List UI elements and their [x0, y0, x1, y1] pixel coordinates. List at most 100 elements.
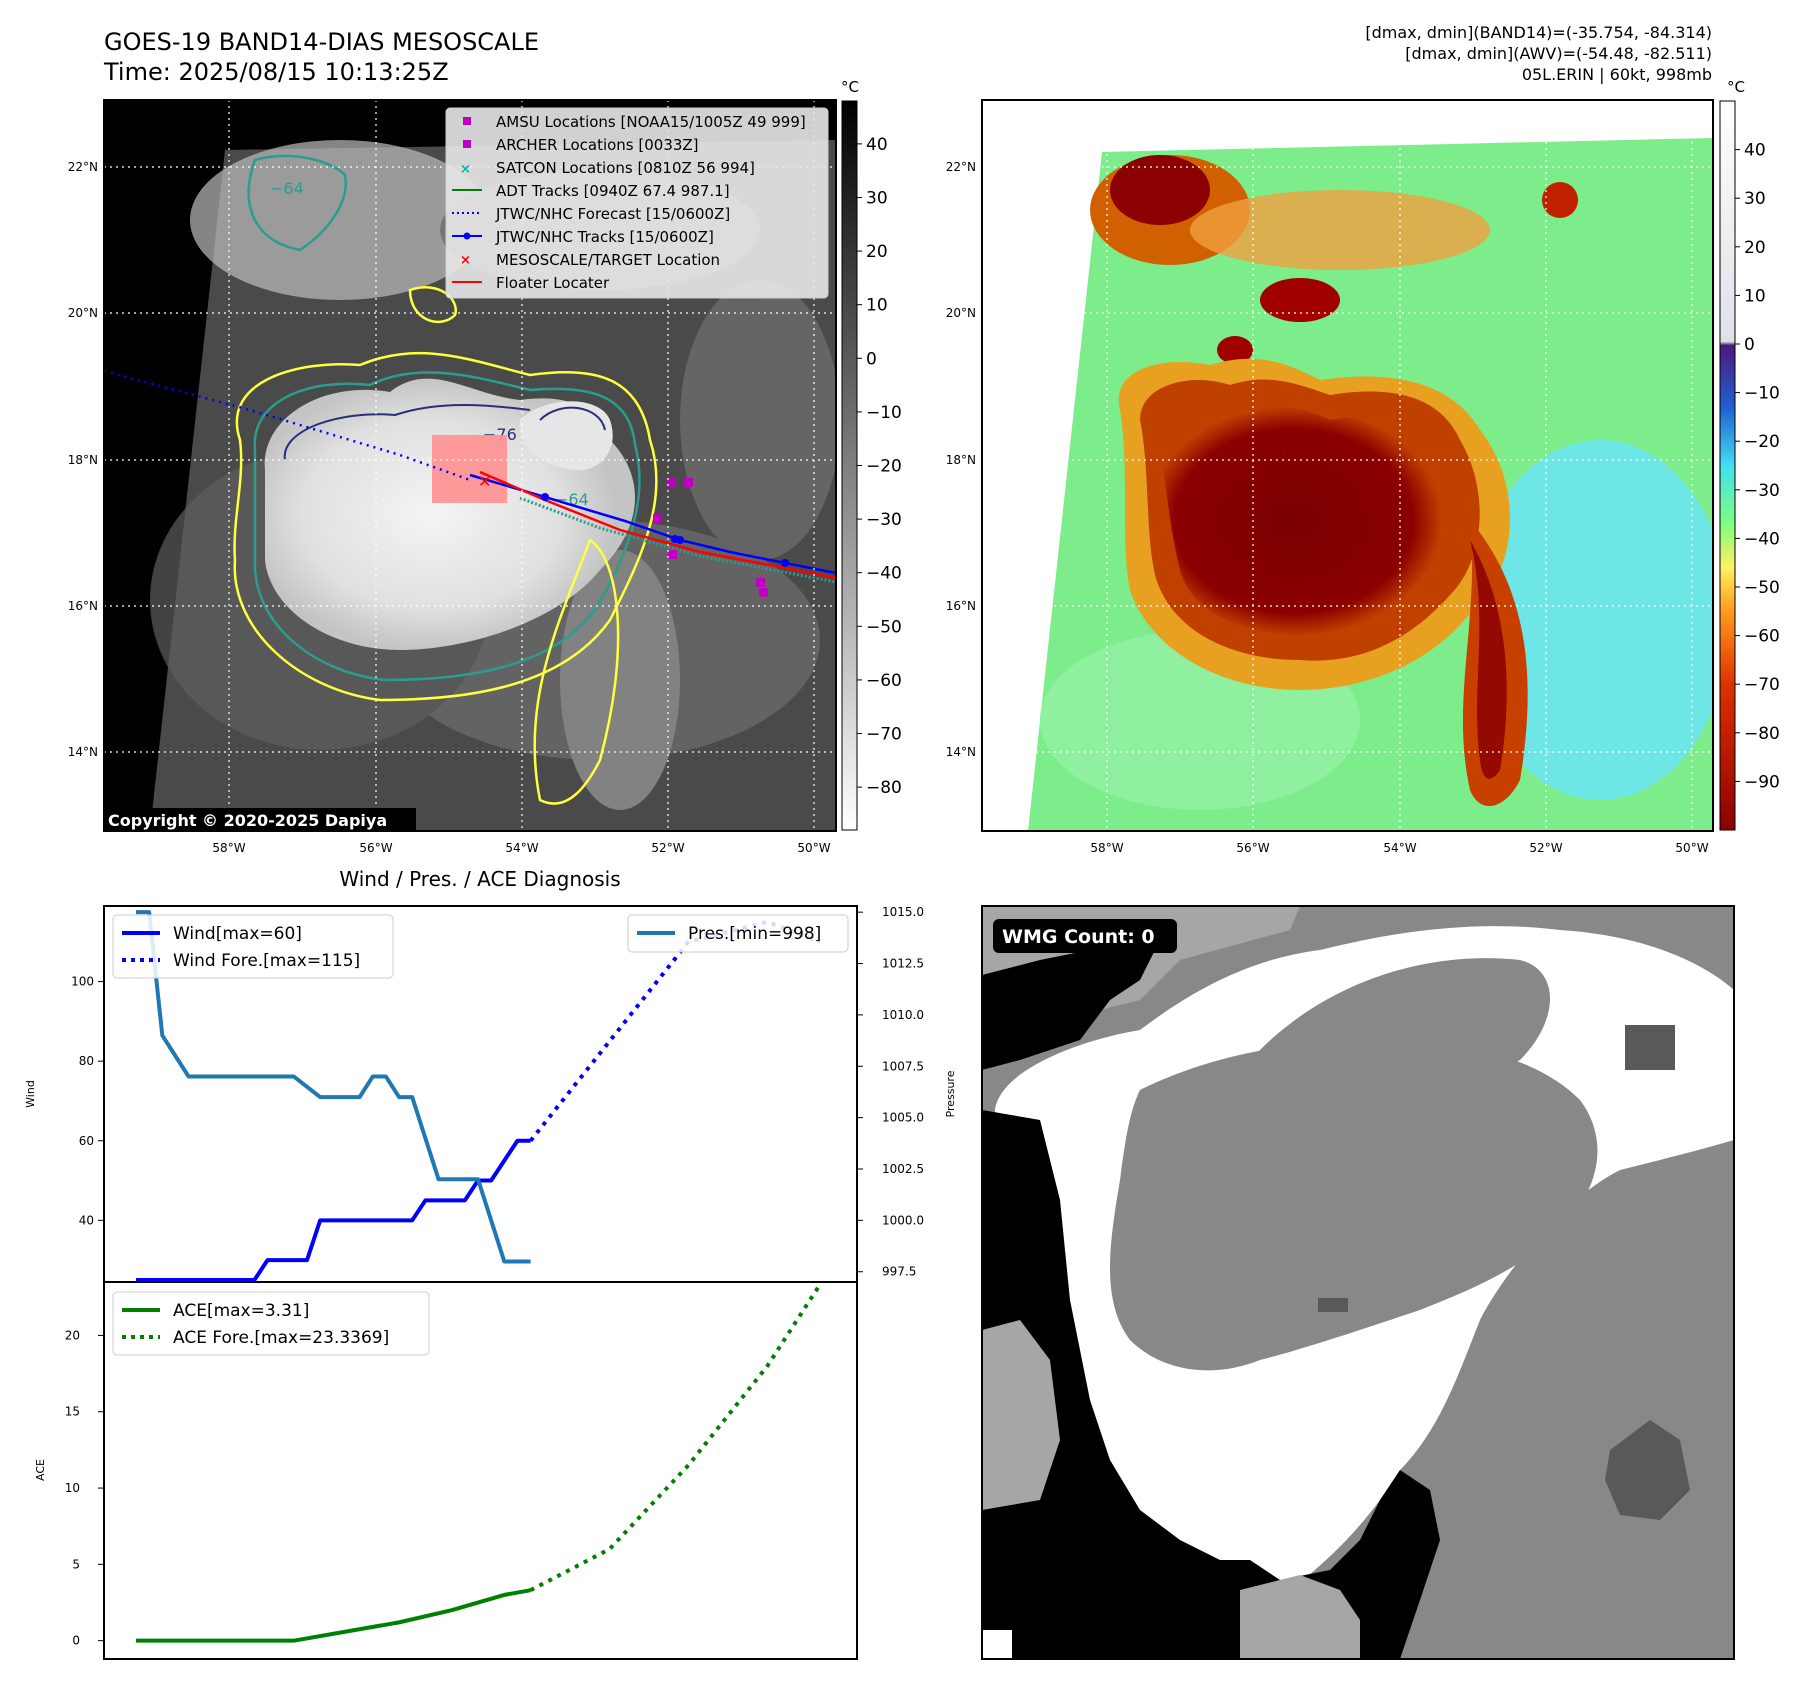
pressure-tick-label: 1000.0 — [882, 1213, 924, 1227]
wind-series-line — [136, 1138, 531, 1283]
lat-label: 22°N — [68, 160, 98, 174]
gray-colorbar: °C 40 30 20 10 0 −10 −20 −30 −40 −50 −60 −70 −80 — [841, 78, 902, 831]
legend-box — [112, 1291, 430, 1356]
wmg-panel: WMG Count: 0 — [981, 905, 1735, 1660]
figure-time: Time: 2025/08/15 10:13:25Z — [103, 58, 449, 86]
pressure-tick-label: 1007.5 — [882, 1059, 924, 1073]
colorbar-unit: °C — [841, 78, 859, 96]
colorbar-tick-label: 30 — [1744, 189, 1766, 209]
colorbar-tick-label: −50 — [1744, 578, 1780, 598]
legend-box — [445, 107, 829, 299]
legend-label: MESOSCALE/TARGET Location — [496, 251, 720, 269]
colorbar-ticks: 40 30 20 10 0 −10 −20 −30 −40 −50 −60 −70 −80 −90 — [1735, 141, 1780, 792]
info-band14-range: [dmax, dmin](BAND14)=(-35.754, -84.314) — [1365, 23, 1712, 42]
lat-label: 20°N — [68, 306, 98, 320]
lat-label: 22°N — [946, 160, 976, 174]
track-points — [541, 493, 789, 567]
colorbar-tick-label: 20 — [1744, 238, 1766, 258]
wind-tick-label: 100 — [71, 975, 94, 989]
colorbar-tick-label: −60 — [1744, 627, 1780, 647]
adt-track — [519, 496, 836, 584]
wmg-frame — [981, 905, 1735, 1660]
map-gridlines — [982, 100, 1713, 831]
square-marker-icon — [463, 140, 471, 148]
ace-tick-label: 5 — [72, 1557, 80, 1571]
ace-lines — [136, 1283, 822, 1643]
map-frame — [103, 99, 837, 832]
wmg-region-light — [1240, 1575, 1360, 1659]
wind-legend: Wind[max=60] Wind Fore.[max=115] — [112, 914, 394, 979]
legend-label: SATCON Locations [0810Z 56 994] — [496, 159, 755, 177]
lat-label: 20°N — [946, 306, 976, 320]
pressure-y-ticks: 997.5 1000.0 1002.5 1005.0 1007.5 1010.0 1012.… — [857, 905, 924, 1279]
contour-label: −64 — [270, 179, 304, 198]
colorbar-tick-label: 40 — [866, 135, 888, 155]
wmg-region-dark — [1318, 1298, 1348, 1312]
pressure-tick-label: 1005.0 — [882, 1111, 924, 1125]
wmg-region-gray — [1110, 1040, 1598, 1371]
colorbar-tick-label: −40 — [866, 564, 902, 584]
wmg-badge — [993, 919, 1177, 953]
figure-title: GOES-19 BAND14-DIAS MESOSCALE — [104, 28, 539, 56]
pressure-tick-label: 1010.0 — [882, 1008, 924, 1022]
colorbar-tick-label: 40 — [1744, 141, 1766, 161]
lat-label: 14°N — [68, 745, 98, 759]
legend-label: Wind Fore.[max=115] — [173, 951, 360, 971]
color-ir-map-panel: 22°N 20°N 18°N 16°N 14°N 58°W 56°W 54°W … — [946, 78, 1780, 855]
lon-label: 56°W — [359, 841, 392, 855]
info-storm: 05L.ERIN | 60kt, 998mb — [1522, 65, 1712, 84]
amsu-markers — [653, 478, 768, 597]
legend-label: ARCHER Locations [0033Z] — [496, 136, 699, 154]
colorbar-tick-label: 0 — [866, 349, 877, 369]
colorbar-tick-label: −40 — [1744, 529, 1780, 549]
lon-label: 52°W — [1529, 841, 1562, 855]
map-frame — [981, 99, 1714, 832]
colorbar-tick-label: −80 — [1744, 724, 1780, 744]
wmg-region-black — [982, 1110, 1440, 1659]
legend-label: ACE Fore.[max=23.3369] — [173, 1328, 389, 1348]
lon-label: 56°W — [1236, 841, 1269, 855]
wmg-region-dark — [1605, 1420, 1690, 1520]
colorbar-ticks: 40 30 20 10 0 −10 −20 −30 −40 −50 −60 −70 −80 — [857, 135, 902, 798]
lon-label: 58°W — [1090, 841, 1123, 855]
colorbar-tick-label: 30 — [866, 188, 888, 208]
map-legend: × × AMSU Locations [NOAA15/1005Z 49 999]… — [445, 107, 829, 299]
legend-label: AMSU Locations [NOAA15/1005Z 49 999] — [496, 113, 806, 131]
wmg-count: WMG Count: 0 — [1002, 926, 1155, 948]
floater-box — [432, 435, 507, 503]
lat-label: 14°N — [946, 745, 976, 759]
colorbar-tick-label: −90 — [1744, 772, 1780, 792]
colorbar-tick-label: 20 — [866, 242, 888, 262]
colorbar-bar — [841, 100, 858, 831]
lon-label: 54°W — [1383, 841, 1416, 855]
contour-label: −64 — [555, 490, 589, 509]
colorbar-tick-label: −30 — [866, 510, 902, 530]
colorbar-tick-label: −20 — [1744, 432, 1780, 452]
wind-tick-label: 80 — [79, 1054, 94, 1068]
legend-label: Wind[max=60] — [173, 924, 302, 944]
colorbar-tick-label: 0 — [1744, 335, 1755, 355]
colorbar-tick-label: −20 — [866, 457, 902, 477]
lon-label: 52°W — [651, 841, 684, 855]
legend-label: ACE[max=3.31] — [173, 1301, 309, 1321]
pressure-tick-label: 1012.5 — [882, 957, 924, 971]
ace-tick-label: 0 — [72, 1634, 80, 1648]
pressure-series-line — [136, 910, 531, 1264]
ace-axis-label: ACE — [34, 1459, 47, 1481]
lon-label: 50°W — [797, 841, 830, 855]
ace-tick-label: 15 — [65, 1405, 80, 1419]
wmg-region-white — [982, 1630, 1012, 1659]
pressure-tick-label: 997.5 — [882, 1265, 916, 1279]
diagnosis-panel: Wind / Pres. / ACE Diagnosis Wind Pressu… — [24, 867, 957, 1660]
colorbar-unit: °C — [1727, 78, 1745, 96]
copyright-badge — [104, 808, 416, 832]
cloud-shading — [1040, 155, 1713, 810]
legend-label: JTWC/NHC Forecast [15/0600Z] — [495, 205, 730, 223]
wind-axis-label: Wind — [24, 1080, 37, 1108]
colorbar-tick-label: 10 — [1744, 286, 1766, 306]
contour-teal-north — [247, 154, 348, 252]
x-marker-icon: × — [460, 162, 471, 177]
ace-legend: ACE[max=3.31] ACE Fore.[max=23.3369] — [112, 1291, 430, 1356]
lon-label: 50°W — [1675, 841, 1708, 855]
